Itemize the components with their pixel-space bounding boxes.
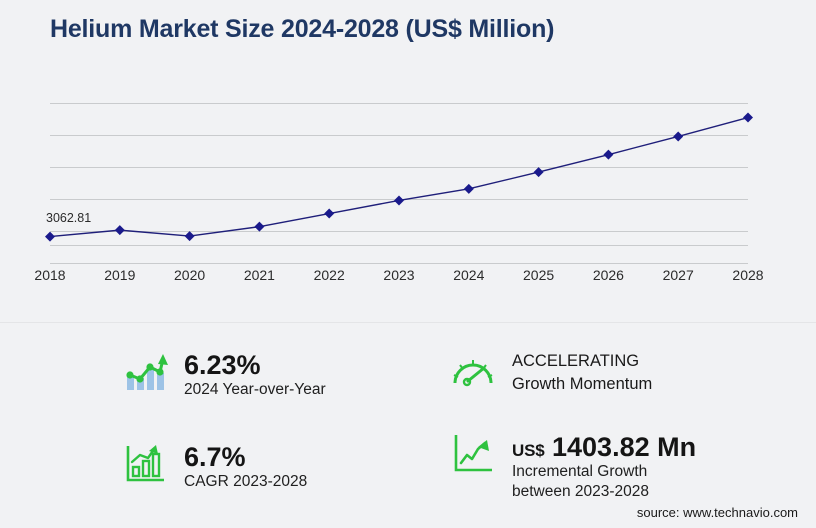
line-chart-arrow-icon [450, 430, 496, 476]
stat-caption-line1: Incremental Growth [512, 463, 648, 481]
chart-data-point [673, 131, 684, 142]
section-divider [0, 322, 816, 323]
stat-caption: Growth Momentum [512, 374, 653, 393]
x-axis-tick-label: 2020 [174, 267, 206, 283]
stat-text: 6.23% 2024 Year-over-Year [184, 348, 326, 400]
chart-gridline [50, 135, 748, 136]
stat-value: US$ 1403.82 Mn [512, 432, 696, 462]
chart-data-point [184, 231, 195, 242]
x-axis-labels: 2018 2019 2020 2021 2022 2023 2024 2025 2026 2027… [34, 267, 763, 291]
source-attribution: source: www.technavio.com [636, 505, 798, 520]
x-axis-tick-label: 2025 [523, 267, 555, 283]
chart-data-point [254, 221, 265, 232]
stat-caption: CAGR 2023-2028 [184, 473, 308, 491]
stat-cagr: 6.7% CAGR 2023-2028 [122, 440, 307, 492]
stat-incremental-growth: US$ 1403.82 Mn Incremental Growth betwee… [450, 430, 696, 502]
cagr-bar-chart-icon [122, 440, 168, 486]
x-axis-tick-label: 2019 [104, 267, 136, 283]
speedometer-icon [450, 348, 496, 394]
x-axis-tick-label: 2023 [383, 267, 415, 283]
chart-gridline [50, 167, 748, 168]
stat-text: ACCELERATING Growth Momentum [512, 348, 652, 396]
chart-data-point [324, 208, 335, 219]
x-axis-tick-label: 2022 [313, 267, 345, 283]
stat-value: 6.7% [184, 442, 246, 472]
chart-data-point [114, 225, 125, 236]
chart-value-label: 3062.81 [46, 210, 92, 225]
chart-data-point [394, 195, 404, 206]
stat-value: 6.23% [184, 350, 261, 380]
x-axis-tick-label: 2027 [662, 267, 694, 283]
chart-data-point [463, 183, 474, 194]
chart-data-point [45, 231, 55, 242]
stat-heading: ACCELERATING [512, 352, 640, 370]
page-title: Helium Market Size 2024-2028 (US$ Millio… [50, 15, 555, 43]
stat-year-over-year: 6.23% 2024 Year-over-Year [122, 348, 326, 400]
stat-growth-momentum: ACCELERATING Growth Momentum [450, 348, 652, 396]
x-axis-line [50, 245, 748, 246]
x-axis-tick-label: 2024 [453, 267, 485, 283]
bar-chart-growth-icon [122, 348, 168, 394]
chart-gridline [50, 103, 748, 104]
stat-text: US$ 1403.82 Mn Incremental Growth betwee… [512, 430, 696, 502]
x-axis-tick-label: 2021 [243, 267, 275, 283]
line-chart: 2018 2019 2020 2021 2022 2023 2024 2025 2026 2027… [0, 85, 816, 285]
stat-unit: US$ [512, 441, 545, 460]
chart-line [50, 118, 748, 237]
chart-data-point [743, 112, 753, 123]
stats-panel: 6.23% 2024 Year-over-Year 6.7% CAGR 2023… [0, 330, 816, 505]
stat-amount: 1403.82 Mn [552, 432, 697, 462]
stat-text: 6.7% CAGR 2023-2028 [184, 440, 307, 492]
chart-gridline [50, 231, 748, 232]
chart-data-point [603, 149, 614, 160]
stat-caption-line2: between 2023-2028 [512, 483, 650, 501]
chart-gridline [50, 263, 748, 264]
stat-caption: 2024 Year-over-Year [184, 381, 326, 399]
chart-series-svg [45, 112, 753, 242]
x-axis-tick-label: 2028 [732, 267, 764, 283]
chart-data-point [533, 167, 544, 178]
x-axis-tick-label: 2026 [592, 267, 624, 283]
x-axis-tick-label: 2018 [34, 267, 66, 283]
